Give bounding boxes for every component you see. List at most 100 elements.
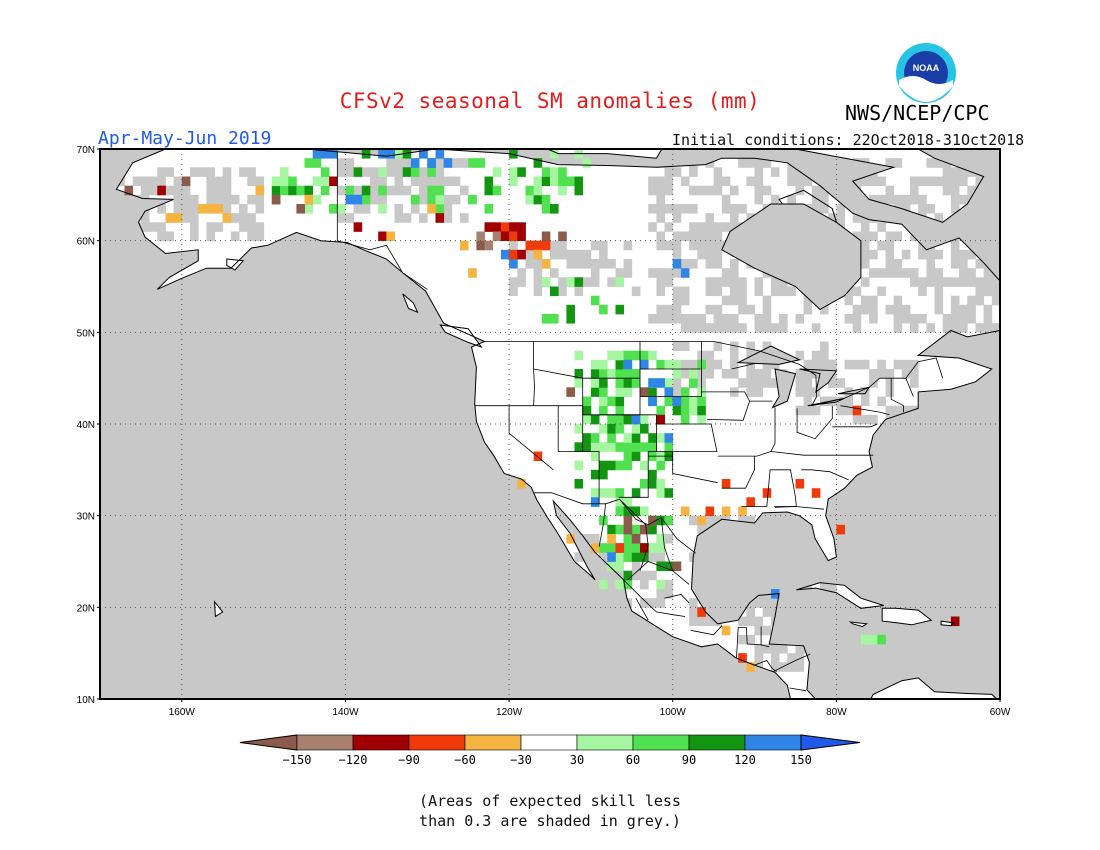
anomaly-cell	[680, 414, 690, 425]
anomaly-cell	[648, 469, 657, 480]
anomaly-cell	[795, 176, 805, 187]
noaa-logo: NOAA	[896, 43, 956, 103]
anomaly-cell	[820, 589, 829, 599]
boundary-line	[619, 498, 649, 571]
anomaly-cell	[828, 185, 837, 196]
anomaly-cell	[124, 222, 134, 232]
anomaly-cell	[730, 552, 739, 562]
anomaly-cell	[631, 442, 641, 452]
anomaly-cell	[517, 222, 526, 232]
anomaly-cell	[599, 240, 608, 251]
anomaly-cell	[656, 598, 665, 608]
anomaly-cell	[386, 185, 395, 196]
anomaly-cell	[705, 534, 715, 544]
anomaly-cell	[705, 231, 715, 242]
anomaly-cell	[803, 598, 813, 608]
anomaly-cell	[509, 176, 518, 187]
anomaly-cell	[697, 240, 706, 251]
anomaly-cell	[599, 460, 608, 471]
anomaly-cell	[517, 231, 526, 242]
anomaly-cell	[599, 249, 608, 260]
anomaly-cell	[836, 176, 845, 187]
anomaly-cell	[746, 341, 755, 352]
anomaly-cell	[869, 176, 878, 187]
anomaly-cell	[656, 277, 665, 287]
anomaly-cell	[730, 524, 739, 535]
anomaly-cell	[312, 149, 322, 159]
anomaly-cell	[738, 589, 747, 599]
anomaly-cell	[975, 286, 985, 297]
anomaly-cell	[533, 259, 543, 269]
anomaly-cell	[345, 185, 355, 196]
lat-tick-label: 10N	[77, 695, 95, 706]
anomaly-cell	[476, 231, 485, 242]
anomaly-cell	[730, 286, 739, 297]
anomaly-cell	[852, 414, 862, 425]
anomaly-cell	[918, 249, 927, 260]
anomaly-cell	[337, 185, 346, 196]
anomaly-cell	[623, 552, 633, 562]
anomaly-cell	[353, 167, 363, 177]
anomaly-cell	[721, 625, 731, 636]
legend-arrow-high	[800, 734, 861, 751]
anomaly-cell	[697, 515, 706, 526]
anomaly-cell	[770, 277, 780, 287]
anomaly-cell	[803, 387, 813, 397]
anomaly-cell	[754, 625, 764, 636]
anomaly-cell	[877, 240, 886, 251]
anomaly-cell	[934, 249, 944, 260]
anomaly-cell	[672, 204, 682, 214]
anomaly-cell	[754, 158, 764, 168]
anomaly-cell	[370, 185, 379, 196]
anomaly-cell	[419, 176, 428, 187]
boundary-line	[774, 506, 825, 510]
anomaly-cell	[730, 323, 739, 333]
anomaly-cell	[893, 158, 903, 168]
anomaly-cell	[280, 167, 289, 177]
anomaly-cell	[738, 378, 747, 388]
anomaly-cell	[664, 304, 674, 315]
anomaly-cell	[394, 204, 404, 214]
anomaly-cell	[599, 259, 608, 269]
anomaly-cell	[419, 185, 428, 196]
legend-tick-label: 30	[570, 753, 584, 767]
anomaly-cell	[746, 304, 755, 315]
anomaly-cell	[811, 185, 821, 196]
anomaly-cell	[623, 240, 633, 251]
anomaly-cell	[762, 158, 772, 168]
anomaly-cell	[132, 194, 142, 205]
anomaly-cell	[590, 414, 600, 425]
anomaly-cell	[476, 158, 485, 168]
anomaly-cell	[991, 323, 1000, 333]
anomaly-cell	[885, 240, 895, 251]
anomaly-cell	[967, 304, 976, 315]
anomaly-cell	[754, 387, 764, 397]
anomaly-cell	[697, 607, 706, 617]
anomaly-cell	[762, 488, 772, 498]
anomaly-cell	[550, 176, 559, 187]
anomaly-cell	[525, 194, 535, 205]
anomaly-cell	[615, 524, 625, 535]
anomaly-cell	[402, 213, 412, 223]
anomaly-cell	[517, 249, 526, 260]
anomaly-cell	[828, 570, 837, 581]
anomaly-cell	[910, 176, 919, 187]
anomaly-cell	[533, 158, 543, 168]
anomaly-cell	[689, 359, 698, 370]
anomaly-cell	[877, 369, 886, 379]
anomaly-cell	[795, 653, 805, 663]
boundary-line	[672, 451, 718, 484]
anomaly-cell	[607, 570, 616, 581]
anomaly-cell	[353, 185, 363, 196]
anomaly-cell	[664, 222, 674, 232]
anomaly-cell	[869, 194, 878, 205]
anomaly-cell	[173, 194, 183, 205]
anomaly-cell	[893, 414, 903, 425]
anomaly-cell	[664, 396, 674, 407]
anomaly-cell	[950, 259, 960, 269]
anomaly-cell	[877, 286, 886, 297]
anomaly-cell	[386, 167, 395, 177]
anomaly-cell	[607, 552, 616, 562]
legend-tick-label: −30	[510, 753, 532, 767]
anomaly-cell	[779, 579, 788, 590]
